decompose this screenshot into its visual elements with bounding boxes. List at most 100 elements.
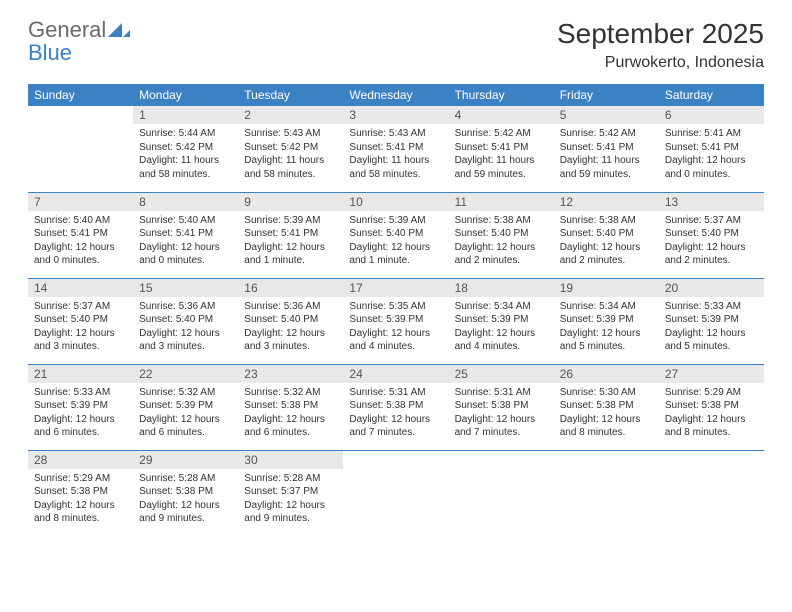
day-details: Sunrise: 5:28 AMSunset: 5:38 PMDaylight:… <box>133 469 238 530</box>
daylight-line: Daylight: 12 hours and 2 minutes. <box>455 241 548 268</box>
day-number: 17 <box>343 279 448 297</box>
day-number: 8 <box>133 193 238 211</box>
day-number <box>659 451 764 469</box>
calendar-cell-empty <box>659 450 764 536</box>
calendar-cell: 13Sunrise: 5:37 AMSunset: 5:40 PMDayligh… <box>659 192 764 278</box>
daylight-line: Daylight: 12 hours and 3 minutes. <box>139 327 232 354</box>
sunrise-line: Sunrise: 5:36 AM <box>244 300 337 314</box>
calendar-body: 1Sunrise: 5:44 AMSunset: 5:42 PMDaylight… <box>28 106 764 536</box>
sunrise-line: Sunrise: 5:37 AM <box>34 300 127 314</box>
calendar-cell: 5Sunrise: 5:42 AMSunset: 5:41 PMDaylight… <box>554 106 659 192</box>
sunset-line: Sunset: 5:40 PM <box>139 313 232 327</box>
sunrise-line: Sunrise: 5:34 AM <box>455 300 548 314</box>
calendar-cell: 2Sunrise: 5:43 AMSunset: 5:42 PMDaylight… <box>238 106 343 192</box>
sunset-line: Sunset: 5:41 PM <box>560 141 653 155</box>
calendar-cell: 28Sunrise: 5:29 AMSunset: 5:38 PMDayligh… <box>28 450 133 536</box>
daylight-line: Daylight: 12 hours and 5 minutes. <box>665 327 758 354</box>
location: Purwokerto, Indonesia <box>557 54 764 72</box>
sunset-line: Sunset: 5:40 PM <box>34 313 127 327</box>
calendar-table: SundayMondayTuesdayWednesdayThursdayFrid… <box>28 84 764 536</box>
day-number: 13 <box>659 193 764 211</box>
weekday-header: Thursday <box>449 84 554 106</box>
sunset-line: Sunset: 5:42 PM <box>139 141 232 155</box>
sunrise-line: Sunrise: 5:39 AM <box>349 214 442 228</box>
day-number: 12 <box>554 193 659 211</box>
day-details: Sunrise: 5:44 AMSunset: 5:42 PMDaylight:… <box>133 124 238 185</box>
day-details: Sunrise: 5:35 AMSunset: 5:39 PMDaylight:… <box>343 297 448 358</box>
sunset-line: Sunset: 5:38 PM <box>560 399 653 413</box>
calendar-row: 14Sunrise: 5:37 AMSunset: 5:40 PMDayligh… <box>28 278 764 364</box>
daylight-line: Daylight: 12 hours and 9 minutes. <box>244 499 337 526</box>
daylight-line: Daylight: 12 hours and 6 minutes. <box>34 413 127 440</box>
calendar-cell: 26Sunrise: 5:30 AMSunset: 5:38 PMDayligh… <box>554 364 659 450</box>
logo-sail-icon <box>108 17 130 42</box>
calendar-cell: 4Sunrise: 5:42 AMSunset: 5:41 PMDaylight… <box>449 106 554 192</box>
calendar-cell: 21Sunrise: 5:33 AMSunset: 5:39 PMDayligh… <box>28 364 133 450</box>
day-number: 15 <box>133 279 238 297</box>
calendar-cell: 14Sunrise: 5:37 AMSunset: 5:40 PMDayligh… <box>28 278 133 364</box>
day-details: Sunrise: 5:32 AMSunset: 5:38 PMDaylight:… <box>238 383 343 444</box>
day-details: Sunrise: 5:39 AMSunset: 5:41 PMDaylight:… <box>238 211 343 272</box>
calendar-cell: 9Sunrise: 5:39 AMSunset: 5:41 PMDaylight… <box>238 192 343 278</box>
sunrise-line: Sunrise: 5:33 AM <box>665 300 758 314</box>
day-details: Sunrise: 5:29 AMSunset: 5:38 PMDaylight:… <box>28 469 133 530</box>
sunset-line: Sunset: 5:37 PM <box>244 485 337 499</box>
calendar-cell: 19Sunrise: 5:34 AMSunset: 5:39 PMDayligh… <box>554 278 659 364</box>
calendar-cell: 1Sunrise: 5:44 AMSunset: 5:42 PMDaylight… <box>133 106 238 192</box>
daylight-line: Daylight: 11 hours and 59 minutes. <box>455 154 548 181</box>
calendar-cell: 15 Sunrise: 5:36 AMSunset: 5:40 PMDayligh… <box>133 278 238 364</box>
daylight-line: Daylight: 12 hours and 0 minutes. <box>139 241 232 268</box>
daylight-line: Daylight: 12 hours and 1 minute. <box>244 241 337 268</box>
sunset-line: Sunset: 5:38 PM <box>665 399 758 413</box>
calendar-cell-empty <box>554 450 659 536</box>
weekday-header: Wednesday <box>343 84 448 106</box>
day-number: 5 <box>554 106 659 124</box>
sunrise-line: Sunrise: 5:39 AM <box>244 214 337 228</box>
sunrise-line: Sunrise: 5:41 AM <box>665 127 758 141</box>
day-details: Sunrise: 5:37 AMSunset: 5:40 PMDaylight:… <box>659 211 764 272</box>
day-details: Sunrise: 5:29 AMSunset: 5:38 PMDaylight:… <box>659 383 764 444</box>
day-details: Sunrise: 5:42 AMSunset: 5:41 PMDaylight:… <box>554 124 659 185</box>
day-details: Sunrise: 5:32 AMSunset: 5:39 PMDaylight:… <box>133 383 238 444</box>
calendar-cell: 12Sunrise: 5:38 AMSunset: 5:40 PMDayligh… <box>554 192 659 278</box>
month-title: September 2025 <box>557 18 764 50</box>
day-details: Sunrise: 5:38 AMSunset: 5:40 PMDaylight:… <box>554 211 659 272</box>
day-number: 25 <box>449 365 554 383</box>
day-number: 27 <box>659 365 764 383</box>
daylight-line: Daylight: 12 hours and 6 minutes. <box>244 413 337 440</box>
daylight-line: Daylight: 12 hours and 3 minutes. <box>34 327 127 354</box>
sunrise-line: Sunrise: 5:37 AM <box>665 214 758 228</box>
weekday-header: Tuesday <box>238 84 343 106</box>
daylight-line: Daylight: 12 hours and 4 minutes. <box>349 327 442 354</box>
calendar-cell: 10Sunrise: 5:39 AMSunset: 5:40 PMDayligh… <box>343 192 448 278</box>
day-details: Sunrise: 5:38 AMSunset: 5:40 PMDaylight:… <box>449 211 554 272</box>
day-details: Sunrise: 5:43 AMSunset: 5:42 PMDaylight:… <box>238 124 343 185</box>
sunset-line: Sunset: 5:41 PM <box>139 227 232 241</box>
calendar-row: 21Sunrise: 5:33 AMSunset: 5:39 PMDayligh… <box>28 364 764 450</box>
daylight-line: Daylight: 12 hours and 8 minutes. <box>34 499 127 526</box>
sunrise-line: Sunrise: 5:28 AM <box>244 472 337 486</box>
calendar-cell: 18Sunrise: 5:34 AMSunset: 5:39 PMDayligh… <box>449 278 554 364</box>
daylight-line: Daylight: 12 hours and 8 minutes. <box>560 413 653 440</box>
day-details: Sunrise: 5:36 AMSunset: 5:40 PMDaylight:… <box>238 297 343 358</box>
calendar-cell: 25Sunrise: 5:31 AMSunset: 5:38 PMDayligh… <box>449 364 554 450</box>
daylight-line: Daylight: 12 hours and 6 minutes. <box>139 413 232 440</box>
day-number: 29 <box>133 451 238 469</box>
sunrise-line: Sunrise: 5:30 AM <box>560 386 653 400</box>
sunrise-line: Sunrise: 5:35 AM <box>349 300 442 314</box>
calendar-cell: 16Sunrise: 5:36 AMSunset: 5:40 PMDayligh… <box>238 278 343 364</box>
weekday-header: Saturday <box>659 84 764 106</box>
calendar-cell: 20Sunrise: 5:33 AMSunset: 5:39 PMDayligh… <box>659 278 764 364</box>
day-number: 11 <box>449 193 554 211</box>
day-details: Sunrise: 5:31 AMSunset: 5:38 PMDaylight:… <box>449 383 554 444</box>
sunset-line: Sunset: 5:38 PM <box>349 399 442 413</box>
calendar-cell-empty <box>343 450 448 536</box>
daylight-line: Daylight: 12 hours and 3 minutes. <box>244 327 337 354</box>
day-number: 7 <box>28 193 133 211</box>
sunrise-line: Sunrise: 5:36 AM <box>139 300 232 314</box>
day-details: Sunrise: 5:37 AMSunset: 5:40 PMDaylight:… <box>28 297 133 358</box>
daylight-line: Daylight: 12 hours and 7 minutes. <box>349 413 442 440</box>
sunrise-line: Sunrise: 5:31 AM <box>455 386 548 400</box>
day-details: Sunrise: 5:40 AMSunset: 5:41 PMDaylight:… <box>133 211 238 272</box>
sunset-line: Sunset: 5:40 PM <box>455 227 548 241</box>
